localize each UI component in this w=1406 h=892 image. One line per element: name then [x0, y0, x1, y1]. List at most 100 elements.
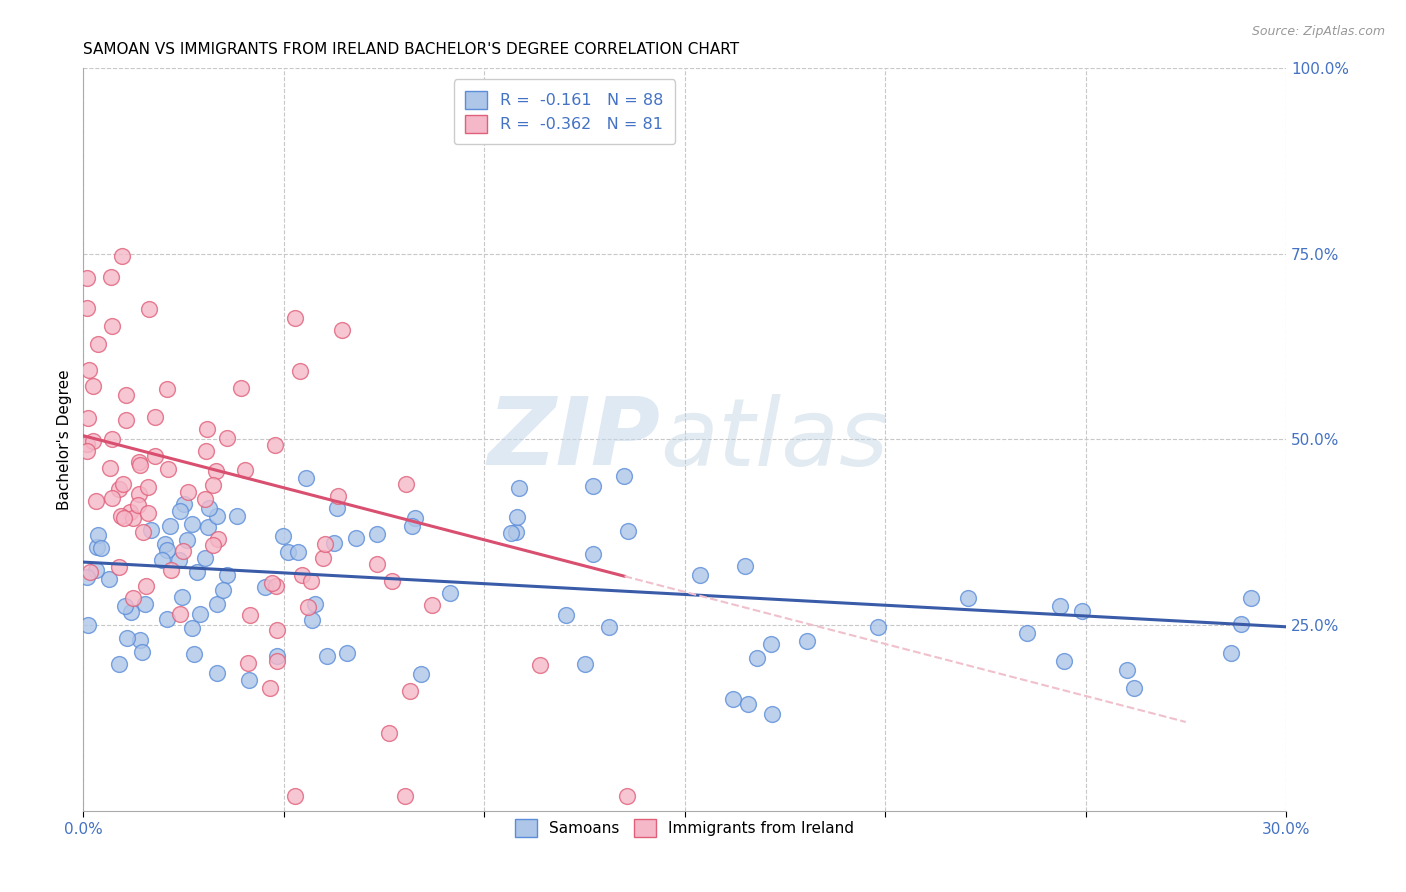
Point [301, 574, 323, 588]
Point [734, 559, 756, 574]
Point [288, 364, 311, 378]
Point [90, 541, 112, 555]
Point [111, 249, 134, 263]
Point [401, 519, 423, 533]
Point [82, 434, 104, 448]
Point [326, 489, 349, 503]
Point [745, 651, 768, 665]
Point [1240, 591, 1263, 606]
Point [157, 462, 180, 476]
Point [136, 480, 159, 494]
Point [122, 591, 145, 606]
Point [143, 410, 166, 425]
Point [238, 673, 260, 687]
Point [101, 491, 124, 505]
Point [613, 469, 636, 483]
Text: ZIP: ZIP [488, 393, 661, 485]
Point [262, 576, 284, 591]
Point [128, 455, 150, 469]
Point [98, 461, 121, 475]
Point [316, 648, 339, 663]
Point [264, 438, 287, 452]
Point [156, 542, 179, 557]
Point [314, 537, 336, 551]
Point [101, 432, 124, 446]
Point [277, 545, 299, 559]
Point [399, 684, 422, 698]
Point [77, 362, 100, 376]
Point [266, 648, 288, 663]
Point [264, 578, 287, 592]
Point [84, 493, 107, 508]
Point [1017, 626, 1039, 640]
Point [796, 633, 818, 648]
Point [197, 519, 219, 533]
Point [79, 566, 101, 580]
Point [169, 607, 191, 622]
Point [1053, 654, 1076, 668]
Point [344, 531, 367, 545]
Point [195, 422, 218, 436]
Point [420, 599, 443, 613]
Point [120, 605, 142, 619]
Point [284, 789, 307, 804]
Point [506, 510, 529, 524]
Point [287, 545, 309, 559]
Point [866, 619, 889, 633]
Point [322, 536, 344, 550]
Point [207, 665, 229, 680]
Point [176, 533, 198, 548]
Point [266, 623, 288, 637]
Point [114, 599, 136, 613]
Point [330, 323, 353, 337]
Point [112, 476, 135, 491]
Point [1116, 663, 1139, 677]
Point [128, 486, 150, 500]
Point [284, 310, 307, 325]
Point [326, 501, 349, 516]
Point [529, 657, 551, 672]
Point [236, 656, 259, 670]
Point [169, 553, 191, 567]
Point [555, 607, 578, 622]
Point [582, 547, 605, 561]
Point [107, 482, 129, 496]
Point [118, 505, 141, 519]
Point [215, 431, 238, 445]
Point [138, 302, 160, 317]
Point [194, 444, 217, 458]
Point [76, 436, 98, 450]
Point [194, 491, 217, 506]
Point [197, 501, 219, 516]
Point [87, 336, 110, 351]
Text: Source: ZipAtlas.com: Source: ZipAtlas.com [1251, 25, 1385, 38]
Point [211, 582, 233, 597]
Point [689, 568, 711, 582]
Point [173, 497, 195, 511]
Point [394, 789, 416, 804]
Point [108, 560, 131, 574]
Point [378, 726, 401, 740]
Point [336, 646, 359, 660]
Point [253, 580, 276, 594]
Point [112, 511, 135, 525]
Point [295, 471, 318, 485]
Point [311, 550, 333, 565]
Point [271, 529, 294, 543]
Point [194, 550, 217, 565]
Point [225, 508, 247, 523]
Point [721, 692, 744, 706]
Point [617, 524, 640, 538]
Point [574, 657, 596, 671]
Point [131, 645, 153, 659]
Point [1219, 646, 1241, 660]
Point [172, 543, 194, 558]
Point [84, 563, 107, 577]
Point [76, 271, 98, 285]
Point [150, 553, 173, 567]
Point [77, 411, 100, 425]
Point [381, 574, 404, 589]
Point [76, 443, 98, 458]
Point [186, 566, 208, 580]
Point [76, 570, 98, 584]
